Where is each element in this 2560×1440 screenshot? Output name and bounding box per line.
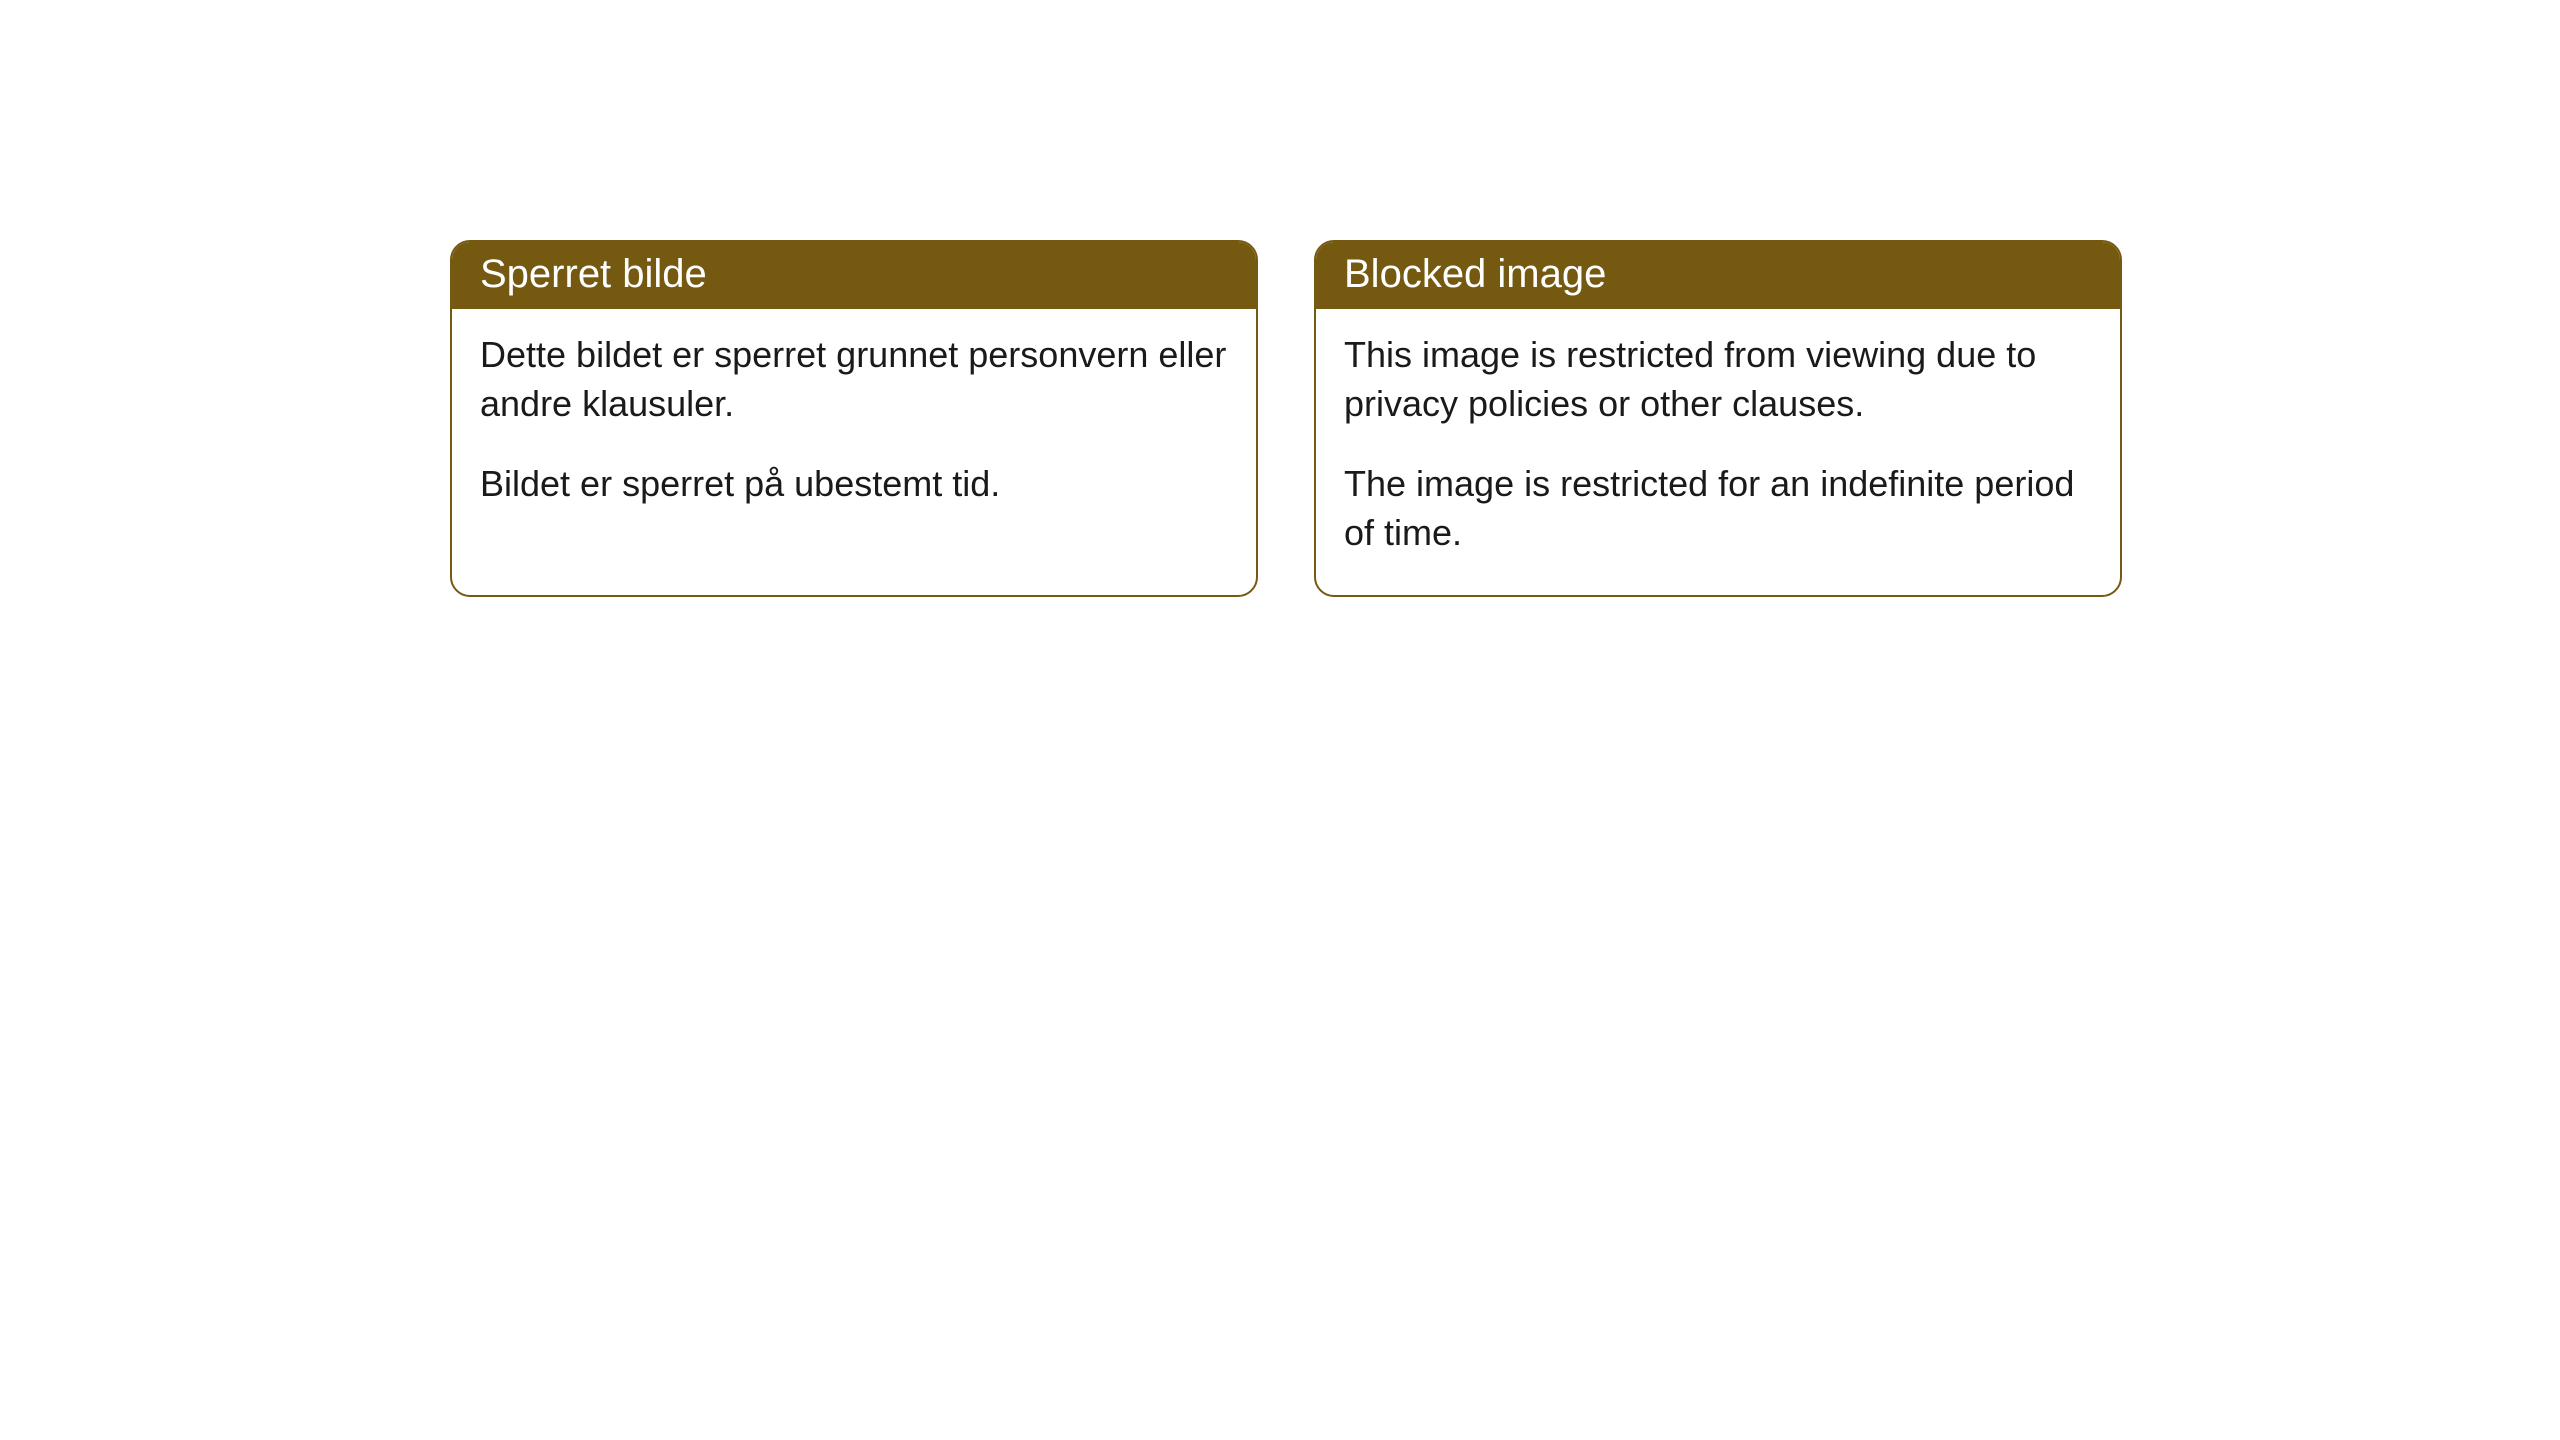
card-paragraph: The image is restricted for an indefinit… bbox=[1344, 460, 2092, 557]
card-paragraph: Dette bildet er sperret grunnet personve… bbox=[480, 331, 1228, 428]
card-paragraph: This image is restricted from viewing du… bbox=[1344, 331, 2092, 428]
blocked-image-notices: Sperret bilde Dette bildet er sperret gr… bbox=[0, 0, 2560, 597]
card-header: Blocked image bbox=[1316, 242, 2120, 309]
blocked-image-card-english: Blocked image This image is restricted f… bbox=[1314, 240, 2122, 597]
blocked-image-card-norwegian: Sperret bilde Dette bildet er sperret gr… bbox=[450, 240, 1258, 597]
card-header: Sperret bilde bbox=[452, 242, 1256, 309]
card-body: Dette bildet er sperret grunnet personve… bbox=[452, 309, 1256, 547]
card-paragraph: Bildet er sperret på ubestemt tid. bbox=[480, 460, 1228, 509]
card-body: This image is restricted from viewing du… bbox=[1316, 309, 2120, 595]
